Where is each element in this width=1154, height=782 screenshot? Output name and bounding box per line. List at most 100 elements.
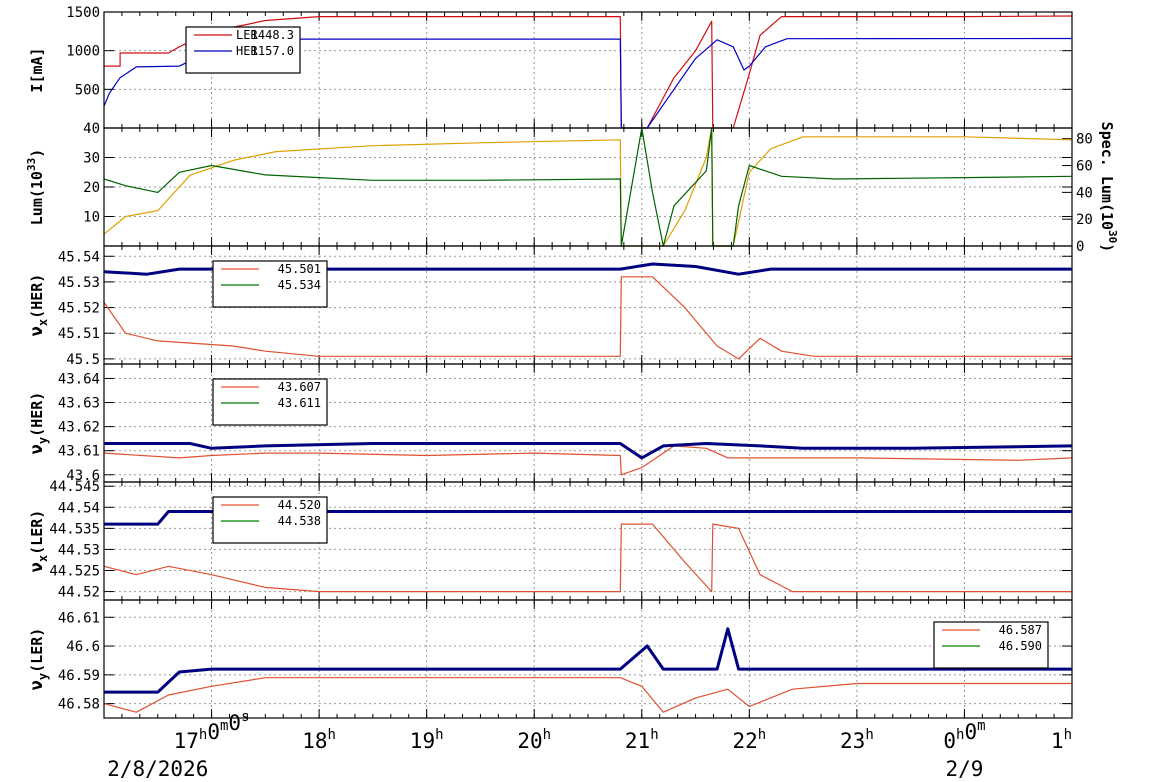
time-tick-label: 22h [732,727,766,753]
y-tick-label: 46.58 [58,697,100,713]
panel-nux_ler: 44.52 44.525 44.53 44.535 44.54 44.545 νx(LER)… [27,479,1073,601]
time-tick-unit: h [543,727,551,743]
legend: 45.501 45.534 [212,260,328,308]
legend-value: 1448.3 [251,28,294,42]
series-line-measured [103,262,1072,276]
legend-value: 44.520 [278,498,321,512]
right-axis-label: Spec. Lum(1030) [1098,122,1119,253]
legend-value: 45.501 [278,262,321,276]
y-tick-label: 46.61 [58,610,100,626]
date-label: 2/8/2026 [107,757,208,781]
time-tick-number: 18 [302,729,327,753]
y-tick-label: 20 [83,180,100,196]
y-tick-label: 44.535 [49,521,100,537]
right-axis-label-rest: ) [1098,243,1116,252]
time-tick-number: 1 [1051,729,1064,753]
series-line-measured [104,442,1073,460]
time-tick-number: 23 [840,729,865,753]
series-line-setpoint [103,523,1072,593]
y-axis-label-base: Lum(10 [28,171,46,225]
legend-value: 43.611 [278,396,321,410]
y-tick-label: 45.51 [58,326,100,342]
time-tick-label: 23h [840,727,874,753]
series-line-setpoint [103,677,1072,713]
y-axis-label-sup: 33 [25,158,38,171]
y-axis-label-nu: ν [27,562,47,572]
series-line-setpoint [103,445,1073,476]
time-tick-label: 1h [1051,727,1072,753]
legend: 46.587 46.590 [933,621,1049,669]
time-tick-label: 0h0m [943,718,985,753]
y-tick-label: 1500 [66,5,100,21]
y-tick-label: 44.54 [58,500,100,516]
legend-value: 44.538 [278,514,321,528]
time-tick-number: 0 [964,720,977,744]
time-tick-unit: m [220,718,228,734]
time-tick-label: 19h [410,727,444,753]
time-tick-unit: h [435,727,443,743]
y-tick-label: 45.52 [58,301,100,317]
time-tick-unit: s [241,709,249,725]
y-tick-label: 40 [83,121,100,137]
y-axis-label: νy(HER) [27,392,50,455]
y-axis-label-text: I[mA] [28,47,46,92]
time-tick-label: 21h [625,727,659,753]
y-tick-label: 43.61 [58,444,100,460]
time-tick-number: 19 [410,729,435,753]
time-tick-number: 17 [174,729,199,753]
legend-name: HER [236,44,258,58]
time-tick-unit: h [650,727,658,743]
y-axis-label-nu: ν [27,444,47,454]
legend-value: 46.587 [999,623,1042,637]
y-tick-label: 43.63 [58,396,100,412]
series-line-measured [104,627,1072,694]
y-axis-label-sub: y [36,437,50,444]
y-axis-label-sub: x [36,319,50,326]
right-axis-label-sup: 30 [1106,230,1119,243]
y-axis-label: I[mA] [28,47,46,92]
y-tick-label: 44.545 [49,479,100,495]
time-tick-unit: h [199,727,207,743]
panel-nuy_her: 43.643.6143.6243.6343.64νy(HER)43.60743.… [27,363,1073,484]
right-y-tick-label: 0 [1076,239,1084,255]
series-line-measured [104,510,1072,526]
legend-name: LER [236,28,258,42]
right-y-tick-label: 40 [1076,185,1093,201]
y-tick-label: 44.52 [58,585,100,601]
y-tick-label: 10 [83,210,100,226]
y-tick-label: 46.59 [58,668,100,684]
legend-value: 46.590 [999,639,1042,653]
time-tick-label: 20h [517,727,551,753]
time-tick-unit: h [1064,727,1072,743]
right-y-tick-label: 80 [1076,132,1093,148]
y-axis-label-rest: (HER) [28,392,46,437]
time-tick-unit: h [328,727,336,743]
time-tick-unit: h [956,727,964,743]
time-tick-unit: m [977,718,985,734]
time-tick-unit: h [758,727,766,743]
time-tick-number: 0 [228,711,241,735]
y-axis-label-rest: (HER) [28,274,46,319]
y-axis-label-rest: (LER) [28,628,46,673]
time-tick-label: 18h [302,727,336,753]
time-tick-number: 0 [207,720,220,744]
y-tick-label: 43.62 [58,420,100,436]
series-line-luminosity [103,127,1073,247]
y-axis-label: νx(HER) [27,274,50,337]
legend-value: 1157.0 [251,44,294,58]
y-tick-label: 1000 [66,44,100,60]
panel-nux_her: 45.545.5145.5245.5345.54νx(HER)45.50145.… [27,245,1073,368]
y-tick-label: 44.53 [58,542,100,558]
time-tick-number: 0 [943,729,956,753]
y-tick-label: 500 [75,82,100,98]
panel-nuy_ler: 46.58 46.59 46.6 46.61 νy(LER) 46.587 46.590 [27,599,1073,719]
y-axis-label: Lum(1033) [25,149,46,225]
y-tick-label: 43.64 [58,371,100,387]
y-axis-label-nu: ν [27,326,47,336]
